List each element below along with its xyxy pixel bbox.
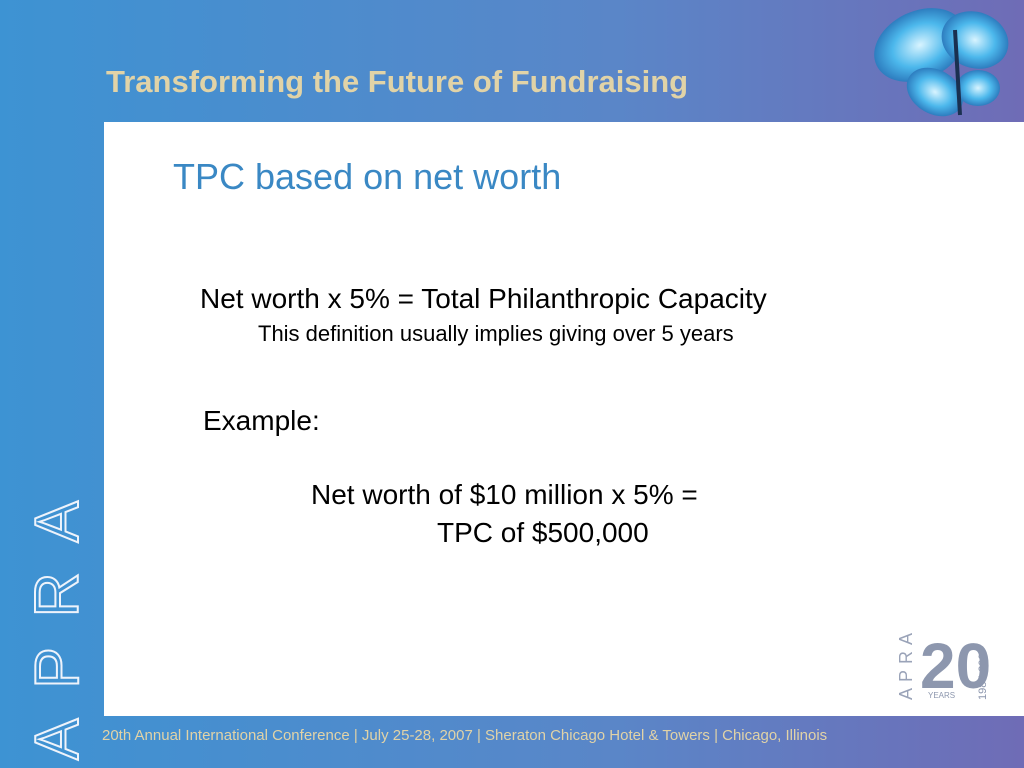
body-line: TPC of $500,000 [437, 517, 649, 548]
butterfly [874, 8, 1009, 117]
body-line: Example: [203, 405, 320, 436]
header-title: Transforming the Future of Fundraising [106, 64, 688, 99]
anniversary-badge: APRA 20 YEARS 1987-2007 [896, 627, 991, 702]
badge-caption: YEARS [928, 691, 955, 700]
badge-org: APRA [896, 627, 916, 700]
footer-text: 20th Annual International Conference | J… [102, 727, 827, 744]
body-subline: This definition usually implies giving o… [258, 321, 734, 346]
badge-years: 1987-2007 [977, 647, 989, 700]
body-line: Net worth x 5% = Total Philanthropic Cap… [200, 283, 767, 314]
badge-number: 20 [920, 630, 991, 702]
content-panel [104, 122, 1024, 716]
sidebar-logo: APRA [23, 471, 92, 760]
slide-title: TPC based on net worth [173, 156, 561, 197]
body-line: Net worth of $10 million x 5% = [311, 479, 698, 510]
